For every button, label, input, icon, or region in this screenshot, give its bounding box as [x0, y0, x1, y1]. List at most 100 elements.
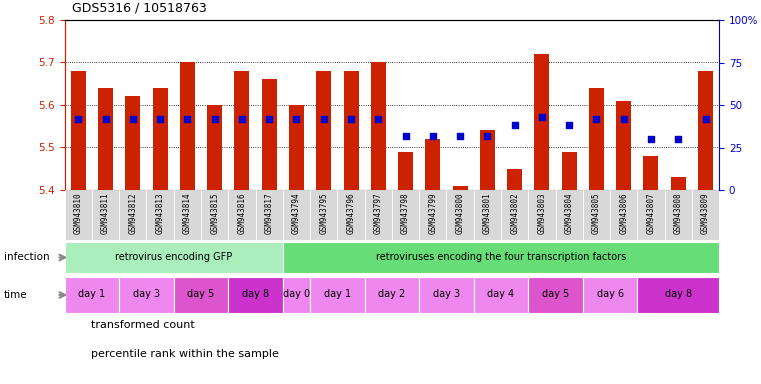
Text: GSM943806: GSM943806: [619, 192, 628, 234]
Text: GSM943803: GSM943803: [537, 192, 546, 234]
Bar: [337, 190, 365, 240]
Text: day 5: day 5: [542, 289, 569, 299]
Point: [508, 122, 521, 129]
Bar: [419, 190, 447, 240]
Bar: [583, 277, 638, 313]
Point: [154, 116, 166, 122]
Text: day 8: day 8: [242, 289, 269, 299]
Text: GSM943808: GSM943808: [673, 192, 683, 234]
Text: retroviruses encoding the four transcription factors: retroviruses encoding the four transcrip…: [376, 252, 626, 262]
Bar: [289, 105, 304, 190]
Text: GSM943816: GSM943816: [237, 192, 247, 234]
Bar: [534, 54, 549, 190]
Bar: [207, 105, 222, 190]
Bar: [146, 190, 174, 240]
Bar: [528, 277, 583, 313]
Point: [291, 116, 303, 122]
Bar: [98, 88, 113, 190]
Text: GSM943799: GSM943799: [428, 192, 438, 234]
Bar: [228, 277, 283, 313]
Text: GSM943800: GSM943800: [456, 192, 464, 234]
Text: GSM943809: GSM943809: [701, 192, 710, 234]
Bar: [119, 190, 146, 240]
Text: GSM943815: GSM943815: [210, 192, 219, 234]
Point: [400, 132, 412, 139]
Text: day 8: day 8: [664, 289, 692, 299]
Text: GSM943801: GSM943801: [483, 192, 492, 234]
Text: day 1: day 1: [324, 289, 351, 299]
Bar: [174, 190, 201, 240]
Text: GSM943794: GSM943794: [292, 192, 301, 234]
Point: [181, 116, 193, 122]
Point: [427, 132, 439, 139]
Bar: [616, 101, 631, 190]
Bar: [283, 277, 310, 313]
Bar: [589, 88, 604, 190]
Text: day 2: day 2: [378, 289, 406, 299]
Bar: [283, 190, 310, 240]
Text: day 0: day 0: [283, 289, 310, 299]
Point: [372, 116, 384, 122]
Point: [481, 132, 493, 139]
Bar: [310, 277, 365, 313]
Bar: [180, 63, 195, 190]
Bar: [583, 190, 610, 240]
Text: percentile rank within the sample: percentile rank within the sample: [91, 349, 279, 359]
Bar: [398, 152, 413, 190]
Bar: [153, 88, 167, 190]
Text: GSM943810: GSM943810: [74, 192, 83, 234]
Text: infection: infection: [4, 253, 49, 263]
Bar: [447, 190, 473, 240]
Point: [454, 132, 466, 139]
Bar: [473, 277, 528, 313]
Text: GSM943805: GSM943805: [592, 192, 601, 234]
Bar: [262, 79, 277, 190]
Bar: [670, 177, 686, 190]
Point: [317, 116, 330, 122]
Bar: [365, 190, 392, 240]
Text: GSM943814: GSM943814: [183, 192, 192, 234]
Bar: [528, 190, 556, 240]
Bar: [126, 96, 140, 190]
Bar: [234, 71, 250, 190]
Text: GSM943817: GSM943817: [265, 192, 274, 234]
Point: [127, 116, 139, 122]
Bar: [644, 156, 658, 190]
Point: [699, 116, 712, 122]
Bar: [65, 277, 119, 313]
Bar: [638, 277, 719, 313]
Bar: [507, 169, 522, 190]
Text: time: time: [4, 290, 27, 300]
Text: GSM943795: GSM943795: [320, 192, 328, 234]
Bar: [119, 277, 174, 313]
Bar: [65, 242, 283, 273]
Bar: [610, 190, 638, 240]
Point: [345, 116, 357, 122]
Text: GDS5316 / 10518763: GDS5316 / 10518763: [72, 2, 207, 15]
Bar: [71, 71, 86, 190]
Text: day 4: day 4: [488, 289, 514, 299]
Bar: [228, 190, 256, 240]
Bar: [562, 152, 577, 190]
Text: GSM943812: GSM943812: [129, 192, 137, 234]
Bar: [201, 190, 228, 240]
Bar: [256, 190, 283, 240]
Bar: [317, 71, 331, 190]
Text: day 3: day 3: [433, 289, 460, 299]
Text: day 3: day 3: [133, 289, 160, 299]
Text: day 6: day 6: [597, 289, 623, 299]
Bar: [638, 190, 664, 240]
Text: transformed count: transformed count: [91, 320, 195, 330]
Point: [563, 122, 575, 129]
Text: GSM943796: GSM943796: [346, 192, 355, 234]
Bar: [392, 190, 419, 240]
Point: [100, 116, 112, 122]
Point: [591, 116, 603, 122]
Bar: [453, 186, 467, 190]
Text: GSM943811: GSM943811: [101, 192, 110, 234]
Bar: [343, 71, 358, 190]
Bar: [692, 190, 719, 240]
Bar: [65, 190, 92, 240]
Text: day 5: day 5: [187, 289, 215, 299]
Bar: [473, 190, 501, 240]
